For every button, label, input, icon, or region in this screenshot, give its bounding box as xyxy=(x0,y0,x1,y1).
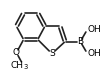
Text: O: O xyxy=(13,48,20,57)
Text: B: B xyxy=(77,37,83,46)
Text: CH: CH xyxy=(11,61,23,70)
Text: OH: OH xyxy=(87,49,101,58)
Text: S: S xyxy=(49,49,54,58)
Text: OH: OH xyxy=(87,25,101,34)
Text: 3: 3 xyxy=(23,64,28,70)
